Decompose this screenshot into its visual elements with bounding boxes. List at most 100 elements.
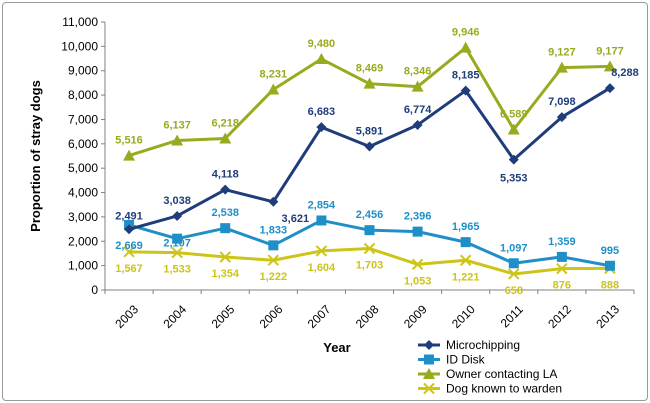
- data-point: [124, 224, 135, 235]
- x-axis-title: Year: [323, 340, 350, 355]
- data-point: [460, 237, 471, 248]
- legend-label: Microchipping: [446, 338, 520, 352]
- data-label: 8,346: [404, 66, 432, 78]
- data-point: [316, 215, 327, 226]
- data-point: [412, 119, 423, 130]
- data-point: [507, 123, 520, 135]
- data-label: 1,965: [452, 221, 480, 233]
- data-point: [460, 85, 471, 96]
- series-3: [123, 242, 616, 280]
- data-label: 8,469: [356, 63, 384, 75]
- data-label: 6,683: [308, 106, 336, 118]
- data-label: 1,053: [404, 275, 432, 287]
- y-tick-label: 4,000: [68, 186, 98, 200]
- legend-item: ID Disk: [418, 353, 486, 367]
- data-label: 1,222: [260, 271, 288, 283]
- data-point: [172, 233, 183, 244]
- data-label: 5,891: [356, 125, 384, 137]
- y-tick-label: 0: [91, 283, 98, 297]
- data-point: [556, 262, 568, 275]
- y-tick-label: 10,000: [61, 39, 98, 53]
- y-tick-label: 11,000: [62, 15, 98, 29]
- data-point: [459, 41, 472, 53]
- x-tick-label: 2007: [305, 302, 334, 331]
- data-point: [363, 242, 376, 255]
- y-tick-label: 5,000: [68, 161, 98, 175]
- data-label: 1,359: [548, 236, 576, 248]
- series-1: [124, 215, 615, 271]
- series-0: [124, 83, 615, 235]
- data-label: 2,669: [115, 240, 143, 252]
- x-tick-label: 2006: [257, 302, 286, 331]
- data-label: 1,604: [308, 262, 336, 274]
- x-tick-label: 2009: [401, 302, 430, 331]
- x-tick-label: 2011: [498, 302, 526, 330]
- data-label: 1,833: [260, 224, 288, 236]
- y-tick-label: 7,000: [68, 112, 98, 126]
- data-point: [508, 154, 519, 165]
- legend-label: ID Disk: [446, 353, 486, 367]
- data-point: [315, 53, 328, 65]
- data-label: 876: [553, 280, 571, 292]
- legend-marker: [423, 382, 435, 395]
- data-label: 6,774: [404, 104, 432, 116]
- y-tick-label: 1,000: [68, 259, 98, 273]
- data-point: [220, 184, 231, 195]
- data-label: 7,098: [548, 96, 576, 108]
- data-label: 2,854: [308, 199, 336, 211]
- legend-item: Microchipping: [418, 338, 520, 352]
- x-tick-label: 2013: [593, 302, 622, 331]
- data-point: [508, 258, 519, 269]
- data-point: [556, 251, 567, 262]
- data-point: [411, 258, 424, 271]
- data-label: 3,621: [282, 213, 310, 225]
- data-label: 8,185: [452, 70, 480, 82]
- data-label: 1,354: [211, 268, 239, 280]
- data-label: 6,137: [163, 119, 191, 131]
- series-2: [123, 41, 616, 161]
- data-point: [604, 83, 615, 94]
- data-label: 2,456: [356, 209, 384, 221]
- axes: 0 1,000 2,000 3,000 4,000 5,000 6,000 7,000 8,00…: [61, 15, 635, 331]
- data-label: 2,538: [211, 207, 239, 219]
- data-label: 9,480: [308, 38, 336, 50]
- data-label: 5,516: [115, 135, 143, 147]
- data-labels: 2,491 3,038 4,118 3,621 6,683 5,891 6,774 8,185…: [115, 27, 638, 297]
- x-tick-label: 2008: [353, 302, 382, 331]
- data-label: 9,127: [548, 47, 576, 59]
- y-tick-label: 9,000: [68, 64, 98, 78]
- legend-item: Owner contacting LA: [418, 367, 557, 381]
- data-point: [123, 149, 136, 161]
- data-point: [603, 60, 616, 72]
- y-tick-label: 3,000: [68, 210, 98, 224]
- legend-marker: [424, 340, 434, 350]
- data-label: 8,288: [611, 67, 639, 79]
- legend-item: Dog known to warden: [418, 382, 562, 396]
- data-point: [267, 83, 280, 95]
- data-point: [555, 61, 568, 73]
- legend-marker: [424, 354, 434, 365]
- data-point: [219, 251, 231, 263]
- y-axis-title: Proportion of stray dogs: [28, 80, 43, 232]
- data-point: [364, 225, 375, 236]
- data-point: [220, 223, 231, 234]
- data-point: [171, 246, 183, 259]
- data-label: 8,231: [260, 68, 288, 80]
- data-point: [123, 246, 135, 258]
- data-point: [459, 254, 472, 266]
- data-label: 2,396: [404, 211, 432, 223]
- legend-label: Owner contacting LA: [446, 367, 557, 381]
- data-label: 1,221: [452, 271, 480, 283]
- data-label: 5,353: [500, 173, 528, 185]
- data-point: [316, 122, 327, 133]
- data-point: [604, 260, 615, 271]
- series-lines: [123, 41, 616, 280]
- data-label: 1,533: [163, 264, 191, 276]
- x-tick-label: 2012: [545, 302, 574, 331]
- data-point: [363, 77, 376, 89]
- data-label: 2,107: [163, 238, 191, 250]
- x-tick-label: 2003: [112, 302, 141, 331]
- data-point: [556, 112, 567, 123]
